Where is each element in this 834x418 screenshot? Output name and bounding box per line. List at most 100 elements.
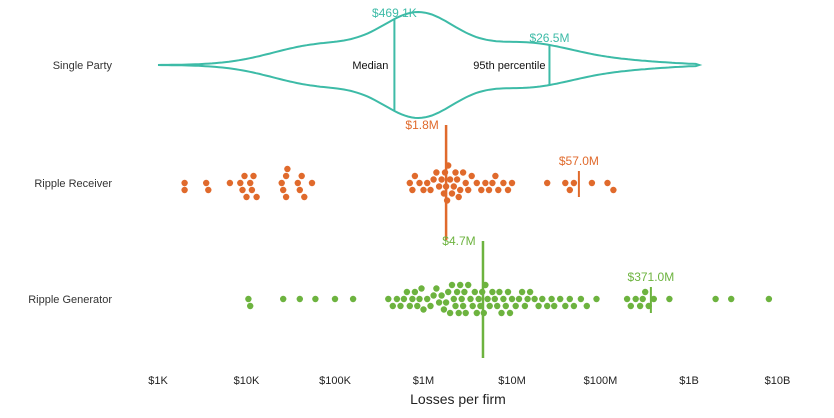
label-layer: Single Party $469.1K Median $26.5M 95th perc… bbox=[28, 6, 674, 306]
data-point bbox=[446, 309, 454, 317]
data-point bbox=[496, 288, 503, 296]
data-point bbox=[728, 295, 735, 303]
data-point bbox=[278, 179, 285, 187]
data-point bbox=[557, 295, 564, 303]
data-point bbox=[455, 193, 462, 201]
data-point bbox=[504, 288, 512, 296]
data-point bbox=[465, 281, 472, 289]
data-point bbox=[508, 179, 516, 187]
data-point bbox=[642, 288, 649, 296]
data-point bbox=[639, 295, 646, 303]
p95-value-label: $371.0M bbox=[628, 270, 675, 284]
data-point bbox=[250, 172, 257, 180]
data-point bbox=[486, 302, 493, 310]
data-point bbox=[294, 179, 301, 187]
data-point bbox=[570, 302, 578, 310]
data-point bbox=[632, 295, 639, 303]
data-point bbox=[627, 302, 634, 310]
data-point bbox=[450, 295, 457, 303]
data-point bbox=[459, 302, 467, 310]
data-point bbox=[494, 302, 501, 310]
data-point bbox=[489, 179, 496, 187]
data-point bbox=[583, 302, 590, 310]
data-point bbox=[403, 288, 411, 296]
data-point bbox=[298, 172, 305, 180]
data-point bbox=[397, 302, 404, 310]
swarm-layer bbox=[181, 125, 773, 358]
data-point bbox=[500, 295, 507, 303]
data-point bbox=[468, 172, 475, 180]
x-tick-label: $10K bbox=[234, 375, 260, 387]
data-point bbox=[455, 309, 462, 317]
data-point bbox=[515, 295, 523, 303]
data-point bbox=[312, 295, 319, 303]
data-point bbox=[445, 288, 452, 296]
data-point bbox=[280, 186, 287, 194]
data-point bbox=[282, 193, 290, 201]
data-point bbox=[442, 299, 450, 306]
data-point bbox=[535, 302, 542, 310]
data-point bbox=[544, 302, 551, 310]
data-point bbox=[450, 183, 457, 190]
x-tick-label: $1K bbox=[148, 375, 168, 387]
data-point bbox=[205, 186, 212, 194]
data-point bbox=[385, 295, 392, 303]
data-point bbox=[531, 295, 538, 303]
data-point bbox=[248, 186, 256, 194]
data-point bbox=[453, 176, 461, 183]
data-point bbox=[416, 295, 423, 303]
data-point bbox=[473, 309, 480, 317]
data-point bbox=[506, 309, 514, 317]
data-point bbox=[349, 295, 357, 303]
data-point bbox=[203, 179, 210, 187]
data-point bbox=[237, 179, 244, 187]
data-point bbox=[518, 288, 526, 296]
data-point bbox=[471, 288, 478, 296]
data-point bbox=[393, 295, 401, 303]
data-point bbox=[462, 309, 469, 317]
data-point bbox=[452, 302, 459, 310]
data-point bbox=[498, 309, 505, 317]
data-point bbox=[389, 302, 396, 310]
p95-text: 95th percentile bbox=[473, 60, 545, 72]
x-axis-title: Losses per firm bbox=[410, 391, 506, 407]
data-point bbox=[409, 186, 416, 194]
data-point bbox=[504, 186, 512, 194]
data-point bbox=[521, 302, 529, 310]
data-point bbox=[282, 172, 290, 180]
data-point bbox=[406, 302, 413, 310]
data-point bbox=[544, 179, 551, 187]
data-point bbox=[427, 186, 434, 194]
data-point bbox=[239, 186, 246, 194]
data-point bbox=[566, 295, 573, 303]
data-point bbox=[508, 295, 516, 303]
p95-value-label: $57.0M bbox=[559, 154, 599, 168]
data-point bbox=[400, 295, 408, 303]
data-point bbox=[411, 288, 419, 296]
data-point bbox=[308, 179, 316, 187]
data-point bbox=[243, 193, 250, 201]
data-point bbox=[331, 295, 339, 303]
data-point bbox=[433, 285, 440, 292]
data-point bbox=[424, 179, 431, 187]
data-point bbox=[446, 176, 454, 183]
data-point bbox=[712, 295, 719, 303]
data-point bbox=[577, 295, 585, 303]
data-point bbox=[588, 179, 596, 187]
data-point bbox=[593, 295, 600, 303]
data-point bbox=[485, 186, 493, 194]
data-point bbox=[492, 172, 499, 180]
data-point bbox=[453, 288, 461, 296]
data-point bbox=[539, 295, 546, 303]
data-point bbox=[247, 302, 254, 310]
data-point bbox=[623, 295, 631, 303]
data-point bbox=[650, 295, 657, 303]
data-point bbox=[475, 295, 482, 303]
data-point bbox=[416, 179, 423, 187]
data-point bbox=[469, 302, 476, 310]
data-point bbox=[418, 285, 425, 292]
data-point bbox=[484, 295, 491, 303]
median-text: Median bbox=[352, 60, 388, 72]
data-point bbox=[551, 302, 558, 310]
data-point bbox=[495, 186, 502, 194]
